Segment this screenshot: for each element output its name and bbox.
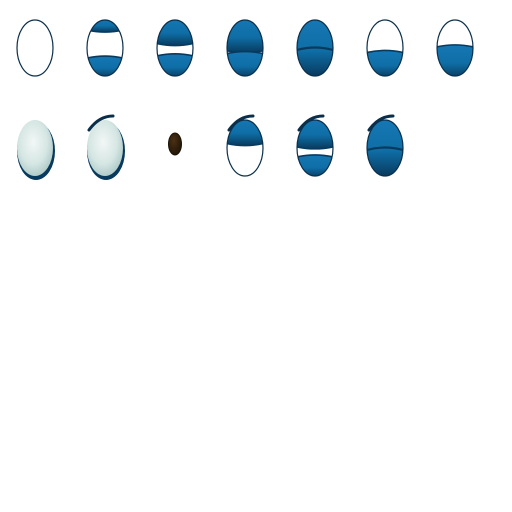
eye-glassy-brow (87, 114, 125, 180)
eye-angry-closed (366, 114, 404, 177)
eye-squint (156, 19, 194, 77)
eye-bottom-lid (366, 19, 404, 77)
eye-narrow (226, 19, 264, 77)
eye-half-lid (86, 19, 124, 77)
eye-angry-half (226, 114, 264, 177)
eye-closed (296, 19, 334, 77)
eye-bottom-lid-high (436, 19, 474, 77)
eye-glassy (17, 120, 55, 180)
eye-angry-squint (296, 114, 334, 177)
pupil (168, 132, 182, 156)
eye-open (16, 19, 54, 77)
